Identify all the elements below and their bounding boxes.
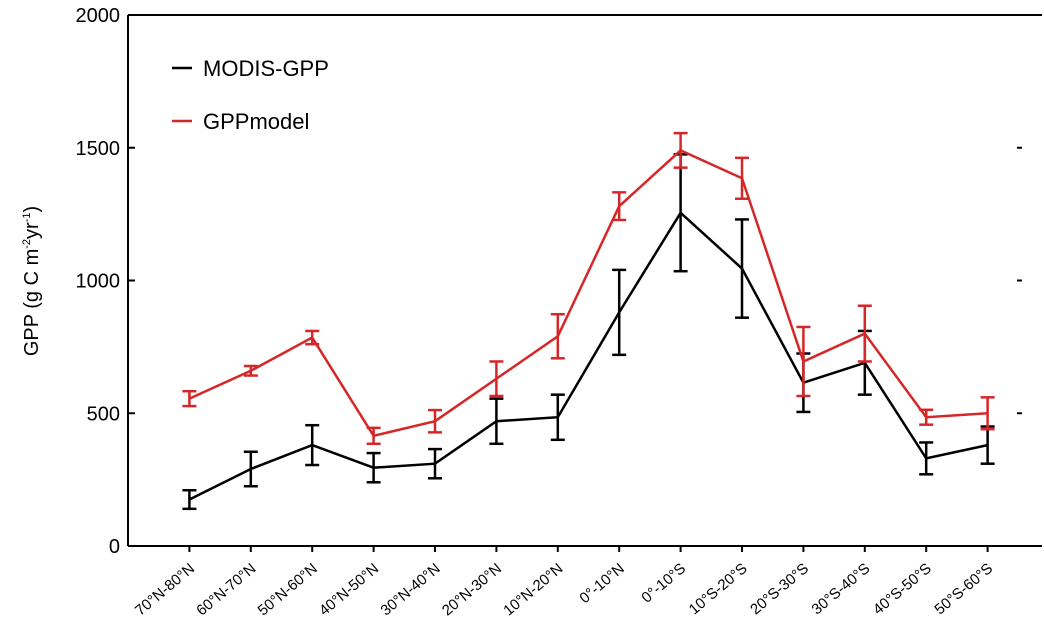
y-tick-label: 1000 (76, 271, 121, 293)
error-bar (919, 441, 934, 476)
y-label-part: -1 (21, 213, 33, 223)
x-tick-label: 30°N-40°N (377, 560, 443, 619)
x-tick-label: 0°-10°S (638, 560, 689, 606)
series-line (188, 210, 988, 501)
error-bar (735, 156, 749, 200)
x-tick-label: 20°N-30°N (439, 560, 505, 619)
error-bar (980, 396, 995, 431)
error-bar (612, 268, 627, 357)
y-label-part: ) (21, 206, 43, 213)
x-tick-label: 70°N-80°N (132, 560, 198, 619)
y-tick-label: 0 (109, 536, 120, 558)
y-tick-label: 1500 (76, 138, 121, 160)
x-tick-label: 60°N-70°N (193, 560, 259, 619)
x-tick-label: 40°N-50°N (316, 560, 382, 619)
x-tick-label: 20°S-30°S (747, 560, 812, 618)
error-bar (182, 488, 197, 511)
x-tick-label: 30°S-40°S (809, 560, 874, 618)
error-bar (735, 218, 749, 319)
error-bar (489, 360, 504, 398)
error-bar (919, 408, 934, 426)
error-bar (428, 447, 442, 480)
error-bar (243, 364, 258, 377)
error-bar (673, 153, 688, 273)
error-bar (243, 450, 258, 488)
error-bar (673, 131, 688, 169)
error-bar (366, 426, 381, 446)
x-tick-label: 50°N-60°N (255, 560, 321, 619)
error-bar (550, 312, 565, 360)
y-label-part: -2 (21, 239, 33, 249)
y-axis-label: GPP (g C m-2yr-1) (21, 206, 43, 356)
y-label-part: GPP (g C m (21, 249, 43, 356)
error-bar (305, 329, 320, 346)
error-bar (857, 304, 872, 363)
y-label-part: yr (21, 222, 43, 239)
error-bar (182, 389, 197, 408)
x-tick-label: 10°S-20°S (686, 560, 751, 618)
y-tick-label: 500 (87, 403, 120, 425)
legend-label: GPPmodel (203, 109, 309, 134)
legend-label: MODIS-GPP (203, 56, 329, 81)
error-bar (796, 325, 811, 398)
series-line (188, 148, 988, 438)
x-tick-label: 10°N-20°N (500, 560, 566, 619)
error-bar (612, 191, 627, 222)
error-bar (305, 423, 320, 467)
x-tick-label: 0°-10°N (576, 560, 627, 607)
error-bar (366, 451, 381, 484)
error-bar (550, 393, 565, 442)
x-tick-label: 50°S-60°S (931, 560, 996, 618)
y-tick-label: 2000 (76, 5, 121, 27)
error-bar (428, 408, 442, 434)
error-bar (489, 397, 504, 446)
x-tick-label: 40°S-50°S (870, 560, 935, 618)
